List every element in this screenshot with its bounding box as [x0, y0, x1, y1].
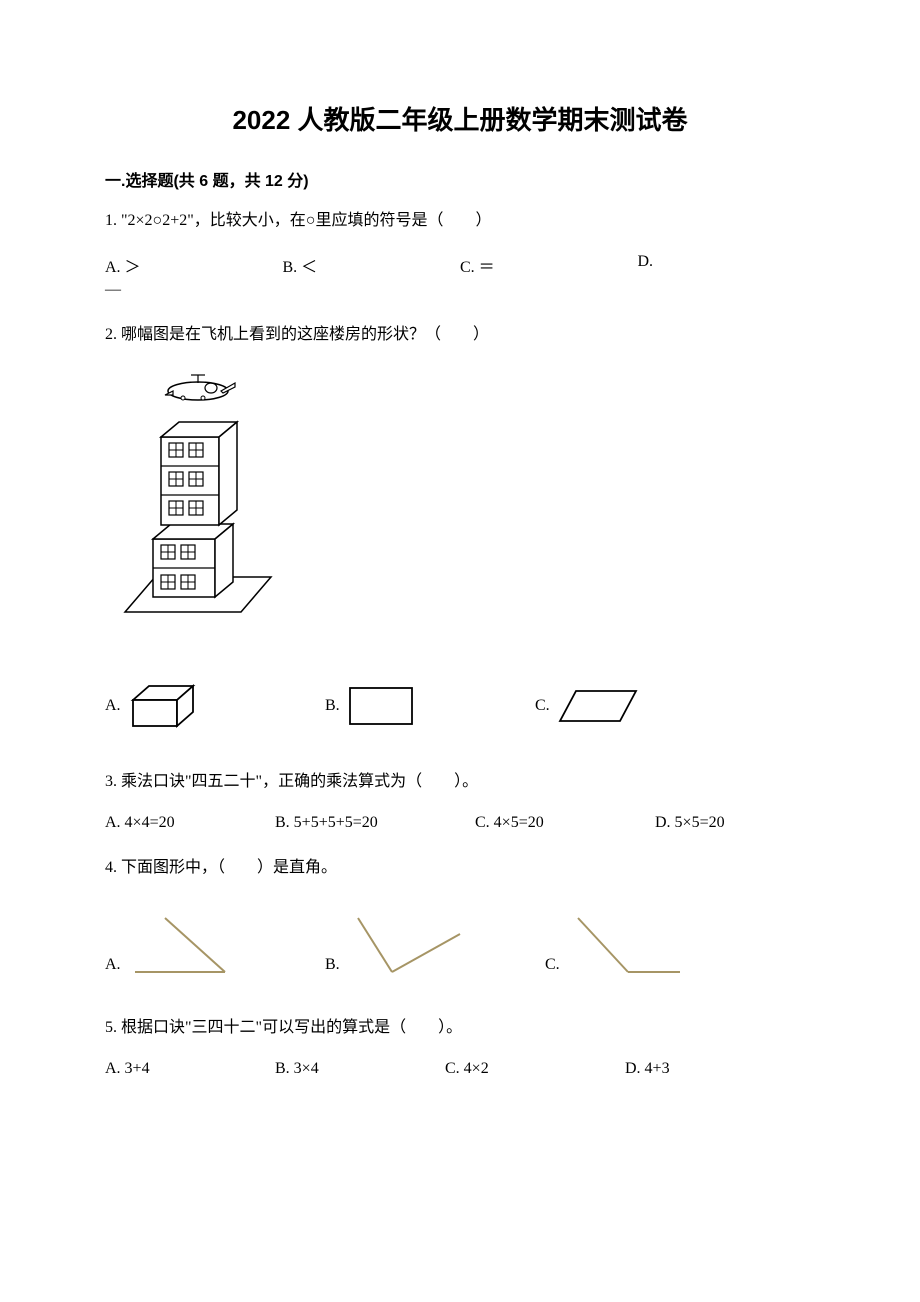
q2-opt-a-label: A. — [105, 697, 121, 715]
q1-opt-d: D. — [638, 253, 654, 277]
q2-opt-a: A. — [105, 682, 325, 730]
q1-opt-c: C. ＝ — [460, 253, 638, 277]
q3-options: A. 4×4=20 B. 5+5+5+5=20 C. 4×5=20 D. 5×5… — [105, 814, 815, 832]
q3-opt-b: B. 5+5+5+5=20 — [275, 814, 475, 832]
q2-opt-b-label: B. — [325, 697, 340, 715]
q2-opt-c: C. — [535, 687, 640, 725]
cube-icon — [127, 682, 197, 730]
q4-text: 4. 下面图形中，（ ）是直角。 — [105, 856, 815, 880]
q4-opt-a-label: A. — [105, 956, 121, 974]
q3-text: 3. 乘法口诀"四五二十"，正确的乘法算式为（ ）。 — [105, 770, 815, 794]
q2-opt-b: B. — [325, 684, 535, 728]
angle-b-icon — [348, 910, 468, 980]
q5-opt-c: C. 4×2 — [445, 1060, 625, 1078]
q4-opt-a: A. — [105, 910, 325, 980]
q4-options: A. B. C. — [105, 910, 815, 980]
rectangle-icon — [346, 684, 416, 728]
q1-opt-d2: — — [105, 281, 815, 299]
q5-opt-d: D. 4+3 — [625, 1060, 670, 1078]
q3-opt-a: A. 4×4=20 — [105, 814, 275, 832]
section-heading: 一.选择题(共 6 题，共 12 分) — [105, 167, 815, 191]
q2-building-image — [123, 367, 815, 642]
q5-opt-b: B. 3×4 — [275, 1060, 445, 1078]
q1-text: 1. "2×2○2+2"，比较大小，在○里应填的符号是（ ） — [105, 209, 815, 233]
angle-a-icon — [129, 910, 249, 980]
q5-opt-a: A. 3+4 — [105, 1060, 275, 1078]
q4-opt-b-label: B. — [325, 956, 340, 974]
q2-options: A. B. C. — [105, 682, 815, 730]
q3-opt-c: C. 4×5=20 — [475, 814, 655, 832]
q4-opt-b: B. — [325, 910, 545, 980]
q5-options: A. 3+4 B. 3×4 C. 4×2 D. 4+3 — [105, 1060, 815, 1078]
q4-opt-c: C. — [545, 910, 688, 980]
q4-opt-c-label: C. — [545, 956, 560, 974]
q1-options: A. ＞ B. ＜ C. ＝ D. — — [105, 253, 815, 299]
angle-c-icon — [568, 910, 688, 980]
parallelogram-icon — [556, 687, 640, 725]
q2-text: 2. 哪幅图是在飞机上看到的这座楼房的形状？（ ） — [105, 323, 815, 347]
q1-opt-a: A. ＞ — [105, 253, 283, 277]
page-title: 2022 人教版二年级上册数学期末测试卷 — [105, 100, 815, 137]
q3-opt-d: D. 5×5=20 — [655, 814, 725, 832]
q5-text: 5. 根据口诀"三四十二"可以写出的算式是（ ）。 — [105, 1016, 815, 1040]
q2-opt-c-label: C. — [535, 697, 550, 715]
q1-opt-b: B. ＜ — [283, 253, 461, 277]
